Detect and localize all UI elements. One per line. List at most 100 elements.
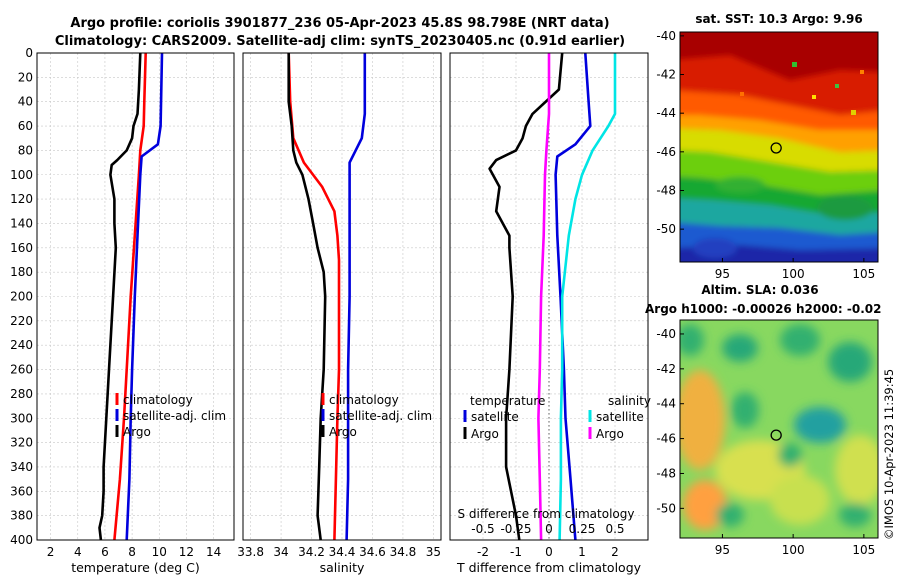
x-tick-label: 0 — [545, 545, 553, 559]
x-tick-label: 34.2 — [298, 545, 325, 559]
series-line-2 — [558, 53, 617, 541]
series-line-2 — [98, 52, 142, 541]
series-line-0 — [113, 52, 147, 541]
y-tick-label: 320 — [10, 436, 33, 450]
difference-panel: -2 -1 0 1 2T difference from climatology temp… — [449, 52, 651, 575]
legend-label: climatology — [123, 393, 193, 407]
x-axis-label: temperature (deg C) — [71, 560, 200, 575]
plot-frame — [242, 52, 442, 541]
plot-frame — [36, 52, 235, 541]
x-tick-label: 105 — [852, 543, 875, 557]
x-tick-label: 105 — [852, 267, 875, 281]
legend-title-temperature: temperature — [470, 394, 545, 408]
sla-map-panel: Altim. SLA: 0.036 Argo h1000: -0.00026 h… — [645, 283, 881, 557]
y-tick-label: -48 — [656, 466, 676, 480]
y-tick-label: 260 — [10, 363, 33, 377]
x-tick-label: 34 — [273, 545, 288, 559]
y-tick-label: 300 — [10, 411, 33, 425]
y-tick-label: 80 — [18, 143, 33, 157]
y-tick-label: 180 — [10, 265, 33, 279]
series-line-3 — [537, 53, 551, 541]
sla-map-title-line1: Altim. SLA: 0.036 — [701, 283, 818, 297]
y-tick-label: -50 — [656, 222, 676, 236]
y-tick-label: -44 — [656, 397, 676, 411]
series-line-0 — [554, 52, 592, 541]
x-tick-label: 6 — [101, 545, 109, 559]
sla-heatmap — [680, 320, 878, 538]
legend-label: satellite — [471, 410, 519, 424]
x-tick-label: 8 — [128, 545, 136, 559]
x-tick-label: 95 — [715, 543, 730, 557]
y-tick-label: 200 — [10, 290, 33, 304]
y-tick-label: 40 — [18, 95, 33, 109]
top-tick-label: -0.25 — [500, 522, 531, 536]
legend-label: Argo — [329, 425, 357, 439]
x-tick-label: 100 — [782, 543, 805, 557]
x-tick-label: 95 — [715, 267, 730, 281]
y-tick-label: -48 — [656, 183, 676, 197]
sla-map-axes: 95 100 105 -40 -42 -44 -46 -48 -50 — [656, 327, 875, 557]
series-line-1 — [345, 53, 367, 541]
legend-label: climatology — [329, 393, 399, 407]
top-tick-label: -0.5 — [471, 522, 494, 536]
y-tick-label: 60 — [18, 119, 33, 133]
sla-argo-marker — [770, 429, 782, 441]
sst-map-title: sat. SST: 10.3 Argo: 9.96 — [695, 12, 862, 26]
x-tick-label: -2 — [477, 545, 489, 559]
legend-label: satellite — [596, 410, 644, 424]
y-tick-label: -44 — [656, 106, 676, 120]
x-axis-label: salinity — [320, 560, 365, 575]
sst-map-axes: 95 100 105 -40 -42 -44 -46 -48 -50 — [656, 29, 875, 281]
y-tick-label: 140 — [10, 216, 33, 230]
sst-argo-marker — [770, 142, 782, 154]
x-axis-label: T difference from climatology — [456, 560, 642, 575]
sla-map-title-line2: Argo h1000: -0.00026 h2000: -0.02 — [645, 302, 881, 316]
salinity-panel: 33.8 34 34.2 34.4 34.6 34.8 35 salinity climatol… — [237, 52, 442, 575]
temperature-panel: 0 20 40 60 80 100 120 140 160 180 200 220 240 260 280 3… — [10, 46, 235, 575]
x-tick-label: 14 — [206, 545, 221, 559]
series-line-2 — [287, 53, 327, 541]
x-tick-label: 12 — [179, 545, 194, 559]
y-tick-label: 360 — [10, 484, 33, 498]
legend-label: satellite-adj. clim — [123, 409, 226, 423]
top-axis-label: S difference from climatology — [458, 507, 635, 521]
side-stamp: ©IMOS 10-Apr-2023 11:39:45 — [882, 369, 896, 540]
x-tick-label: 34.6 — [359, 545, 386, 559]
sst-heatmap — [680, 32, 878, 262]
title-line2: Climatology: CARS2009. Satellite-adj cli… — [55, 34, 625, 49]
y-tick-label: 220 — [10, 314, 33, 328]
top-tick-label: 0.5 — [605, 522, 624, 536]
y-tick-label: 160 — [10, 241, 33, 255]
y-tick-label: -42 — [656, 68, 676, 82]
legend-label: satellite-adj. clim — [329, 409, 432, 423]
series-line-1 — [488, 52, 564, 541]
x-tick-label: 2 — [47, 545, 55, 559]
sst-map-panel: sat. SST: 10.3 Argo: 9.96 — [656, 12, 879, 281]
y-tick-label: 240 — [10, 338, 33, 352]
title-line1: Argo profile: coriolis 3901877_236 05-Ap… — [70, 16, 609, 31]
x-tick-label: 10 — [152, 545, 167, 559]
plot-frame — [449, 52, 649, 541]
x-tick-label: 34.8 — [390, 545, 417, 559]
y-tick-label: 100 — [10, 168, 33, 182]
legend-label: Argo — [471, 427, 499, 441]
y-tick-label: 0 — [25, 46, 33, 60]
legend-label: Argo — [596, 427, 624, 441]
x-tick-label: 35 — [426, 545, 441, 559]
y-tick-label: 400 — [10, 533, 33, 547]
x-tick-label: -1 — [510, 545, 522, 559]
y-tick-label: -42 — [656, 362, 676, 376]
x-tick-label: 34.4 — [329, 545, 356, 559]
y-tick-label: 380 — [10, 509, 33, 523]
x-tick-label: 2 — [611, 545, 619, 559]
y-tick-label: -50 — [656, 501, 676, 515]
y-tick-label: -40 — [656, 327, 676, 341]
x-tick-label: 1 — [578, 545, 586, 559]
y-tick-label: -40 — [656, 29, 676, 43]
y-tick-label: 120 — [10, 192, 33, 206]
y-tick-label: 20 — [18, 70, 33, 84]
y-tick-label: 340 — [10, 460, 33, 474]
x-tick-label: 33.8 — [237, 545, 264, 559]
y-tick-label: -46 — [656, 145, 676, 159]
